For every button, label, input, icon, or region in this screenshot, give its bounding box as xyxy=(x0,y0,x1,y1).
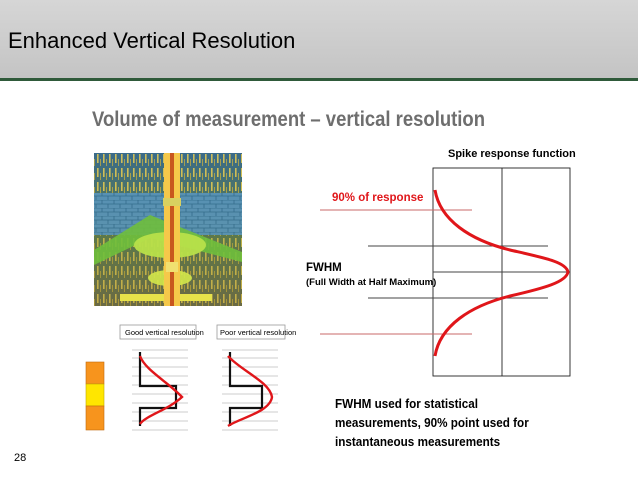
fwhm-label: FWHM xyxy=(306,262,342,274)
fwhm-note-line-3: instantaneous measurements xyxy=(335,434,501,449)
poor-resolution-label: Poor vertical resolution xyxy=(220,328,296,337)
header-divider xyxy=(0,78,638,81)
good-resolution-label: Good vertical resolution xyxy=(125,328,204,337)
slide-subtitle: Volume of measurement – vertical resolut… xyxy=(92,108,485,131)
fwhm-note: FWHM used for statistical measurements, … xyxy=(335,394,529,451)
slide-header: Enhanced Vertical Resolution xyxy=(0,0,638,78)
fwhm-description: (Full Width at Half Maximum) xyxy=(306,277,436,288)
percent-response-label: 90% of response xyxy=(332,192,423,204)
fwhm-note-line-1: FWHM used for statistical xyxy=(335,396,479,411)
spike-response-graph xyxy=(320,167,571,377)
page-number: 28 xyxy=(14,452,27,464)
bed-column xyxy=(85,361,105,431)
slide-title: Enhanced Vertical Resolution xyxy=(8,28,296,53)
fwhm-note-line-2: measurements, 90% point used for xyxy=(335,415,529,430)
borehole-illustration xyxy=(94,153,242,306)
poor-resolution-panel xyxy=(216,324,286,431)
spike-title: Spike response function xyxy=(448,148,576,160)
good-resolution-panel xyxy=(119,324,197,431)
